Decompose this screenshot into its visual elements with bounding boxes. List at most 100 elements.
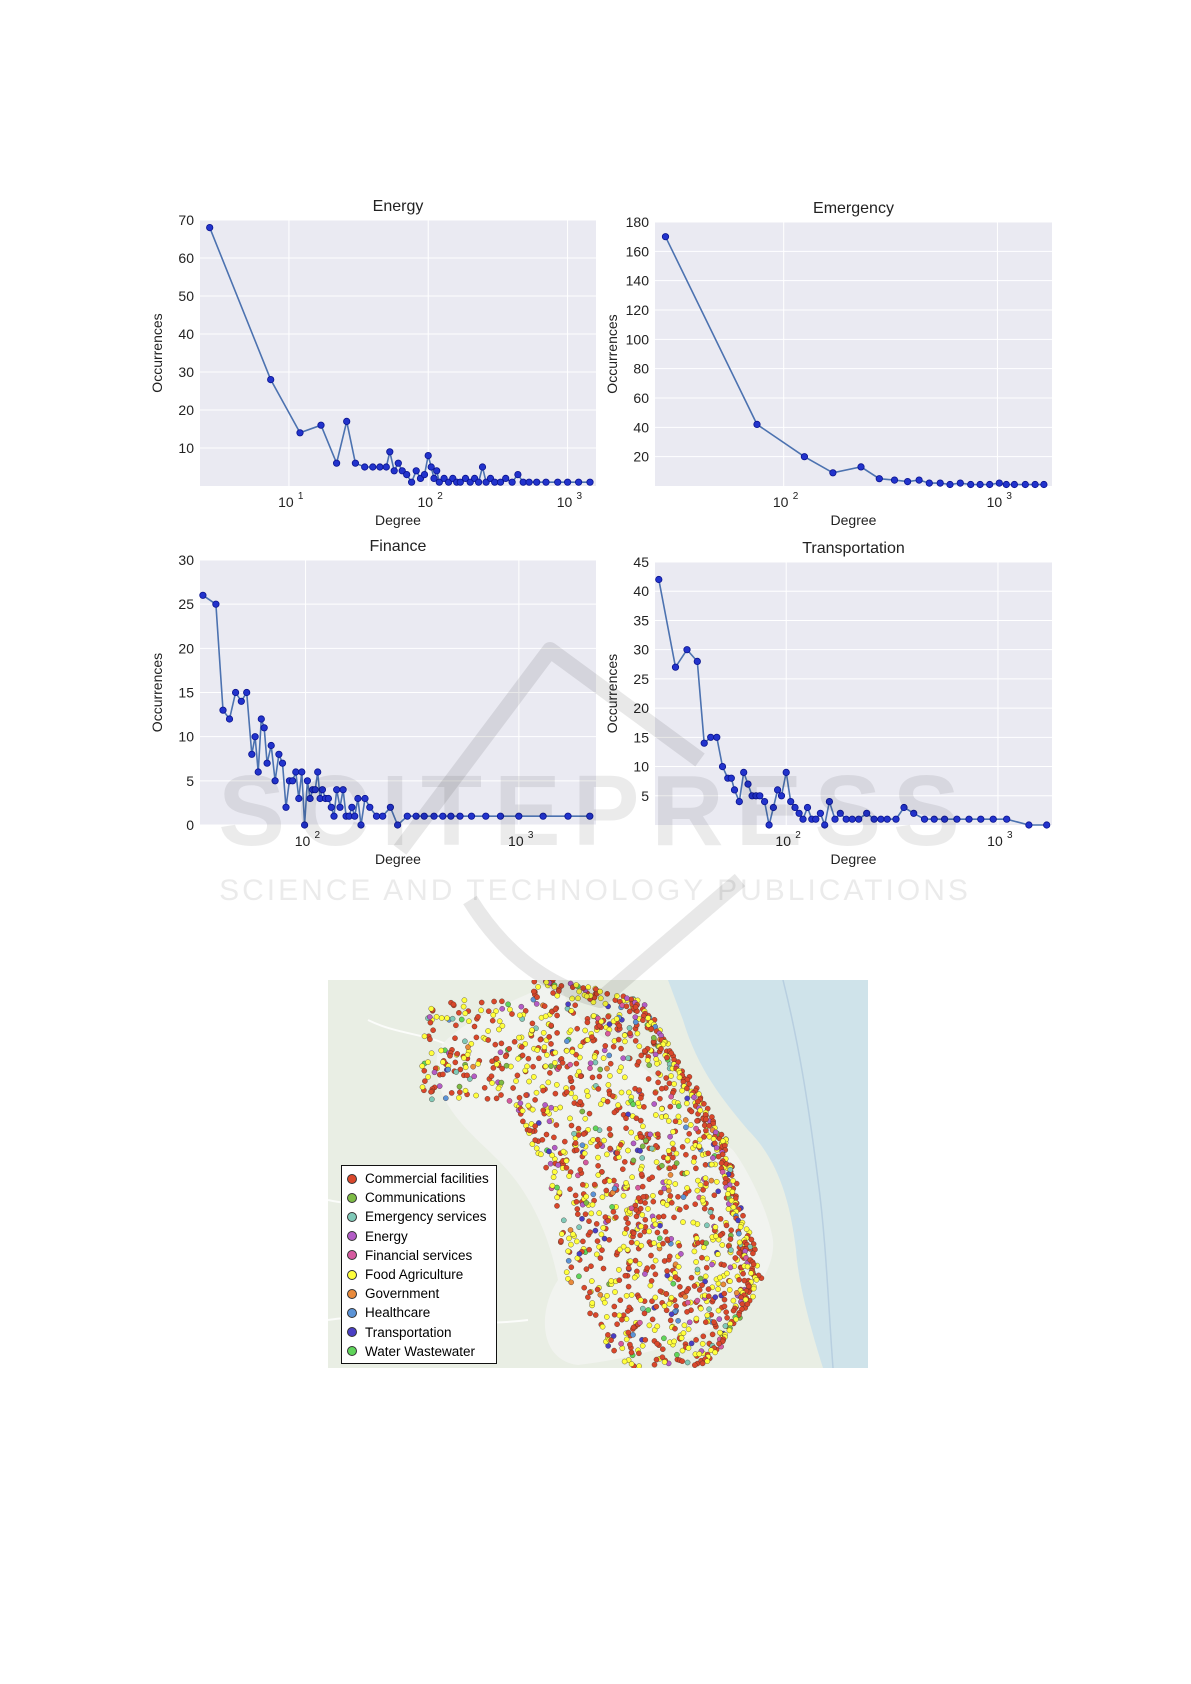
facility-marker [618, 1089, 625, 1096]
facility-marker [585, 984, 592, 991]
legend-dot-healthcare [347, 1307, 357, 1318]
facility-marker [680, 1219, 686, 1225]
data-point [940, 815, 949, 823]
chart-title: Emergency [813, 200, 894, 217]
facility-marker [606, 1236, 613, 1243]
facility-marker [425, 1074, 431, 1080]
facility-marker [546, 1148, 552, 1155]
data-point [427, 463, 435, 471]
data-point [327, 803, 335, 811]
data-point [254, 768, 262, 776]
facility-marker [632, 1019, 639, 1025]
facility-marker [699, 1340, 706, 1347]
facility-marker [705, 1150, 712, 1157]
facility-marker [625, 1283, 632, 1290]
facility-marker [664, 1236, 671, 1243]
facility-marker [464, 1051, 471, 1058]
facility-marker [579, 1181, 586, 1188]
data-point [474, 478, 483, 486]
facility-marker [573, 1198, 580, 1205]
data-point [243, 688, 251, 697]
facility-marker [453, 1069, 460, 1075]
facility-marker [736, 1250, 742, 1256]
facility-marker [549, 1152, 555, 1159]
facility-marker [605, 1332, 611, 1338]
facility-marker [718, 1131, 725, 1138]
facility-marker [704, 1358, 711, 1365]
facility-marker [708, 1177, 715, 1184]
facility-marker [600, 1265, 607, 1272]
facility-marker [551, 984, 558, 990]
facility-marker [543, 1131, 550, 1138]
facility-marker [729, 1188, 736, 1195]
data-point [1040, 480, 1048, 489]
facility-marker [672, 1274, 679, 1280]
data-point [829, 469, 837, 477]
facility-marker [567, 1115, 573, 1122]
facility-marker [635, 1195, 642, 1201]
facility-marker [587, 1060, 594, 1067]
data-point [311, 786, 319, 794]
facility-marker [622, 1272, 629, 1279]
facility-marker [565, 1248, 571, 1255]
facility-marker [632, 1014, 639, 1020]
facility-marker [478, 999, 485, 1006]
facility-marker [422, 1078, 428, 1084]
data-point [848, 815, 856, 823]
facility-marker [728, 1227, 735, 1234]
facility-marker [550, 1174, 557, 1181]
data-point [564, 812, 572, 820]
facility-marker [565, 1257, 572, 1264]
facility-marker [687, 1122, 694, 1128]
facility-marker [569, 1048, 576, 1055]
facility-marker [611, 1109, 618, 1116]
data-point [306, 794, 314, 803]
facility-marker [589, 1074, 596, 1081]
facility-marker [598, 1018, 605, 1025]
facility-marker [675, 1317, 681, 1324]
facility-marker [549, 1182, 556, 1189]
facility-marker [673, 1160, 680, 1166]
facility-marker [639, 1342, 646, 1349]
y-tick-label: 20 [633, 449, 649, 465]
facility-marker [684, 1185, 690, 1191]
facility-marker [419, 1063, 426, 1069]
facility-marker [597, 1255, 604, 1261]
facility-marker [471, 1023, 478, 1030]
facility-marker [442, 1095, 449, 1102]
facility-marker [607, 1073, 613, 1079]
data-point [744, 780, 752, 788]
x-tick-label: 10 [278, 494, 294, 510]
data-point [237, 697, 245, 705]
facility-marker [753, 1276, 760, 1283]
facility-marker [490, 1065, 497, 1071]
facility-marker [713, 1144, 720, 1151]
facility-marker [684, 1085, 690, 1092]
data-point [1010, 480, 1019, 489]
facility-marker [587, 1310, 593, 1317]
facility-marker [670, 1280, 677, 1287]
facility-marker [584, 1037, 591, 1043]
facility-marker [739, 1301, 746, 1307]
data-point [857, 463, 865, 471]
facility-marker [576, 1273, 582, 1280]
x-tick-label: 10 [295, 833, 311, 849]
facility-marker [605, 1013, 612, 1020]
facility-marker [652, 1271, 659, 1278]
facility-marker [663, 1113, 669, 1120]
facility-marker [510, 1085, 516, 1091]
facility-marker [530, 1074, 537, 1080]
facility-marker [623, 1225, 630, 1232]
energy-chart: 10 20 30 40 50 60 70 10 1 10 2 10 3 Energy Degree Occur… [149, 198, 596, 528]
facility-marker [529, 1020, 536, 1027]
facility-marker [493, 1008, 499, 1014]
data-point [1043, 821, 1051, 829]
facility-marker [489, 1080, 495, 1086]
chart-title: Transportation [802, 540, 905, 557]
facility-marker [592, 1312, 599, 1318]
facility-marker [675, 1263, 682, 1270]
facility-marker [554, 1030, 560, 1036]
data-point [332, 459, 341, 467]
facility-marker [615, 1036, 622, 1043]
